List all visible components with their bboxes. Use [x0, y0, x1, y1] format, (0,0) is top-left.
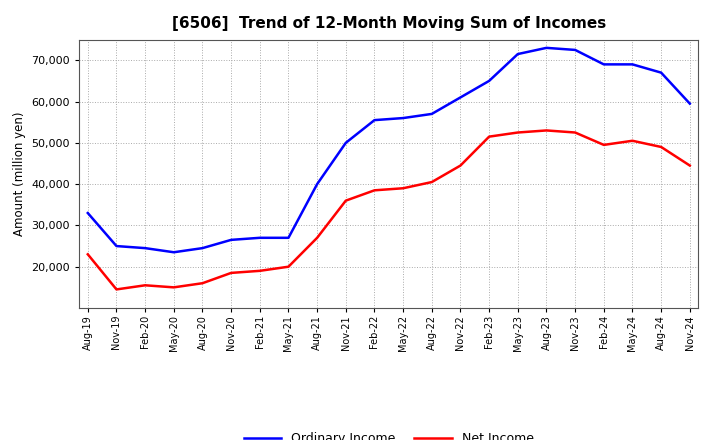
- Ordinary Income: [685, 101, 694, 106]
- Net Income: [685, 163, 694, 168]
- Net Income: [456, 163, 465, 168]
- Ordinary Income: [84, 210, 92, 216]
- Title: [6506]  Trend of 12-Month Moving Sum of Incomes: [6506] Trend of 12-Month Moving Sum of I…: [171, 16, 606, 32]
- Net Income: [513, 130, 522, 135]
- Net Income: [428, 180, 436, 185]
- Net Income: [112, 287, 121, 292]
- Ordinary Income: [542, 45, 551, 51]
- Ordinary Income: [198, 246, 207, 251]
- Legend: Ordinary Income, Net Income: Ordinary Income, Net Income: [239, 427, 539, 440]
- Net Income: [657, 144, 665, 150]
- Net Income: [312, 235, 321, 240]
- Net Income: [284, 264, 293, 269]
- Ordinary Income: [513, 51, 522, 57]
- Ordinary Income: [312, 181, 321, 187]
- Net Income: [84, 252, 92, 257]
- Ordinary Income: [284, 235, 293, 240]
- Ordinary Income: [428, 111, 436, 117]
- Net Income: [198, 281, 207, 286]
- Y-axis label: Amount (million yen): Amount (million yen): [13, 112, 26, 236]
- Net Income: [169, 285, 178, 290]
- Ordinary Income: [571, 47, 580, 52]
- Ordinary Income: [485, 78, 493, 84]
- Net Income: [141, 282, 150, 288]
- Ordinary Income: [657, 70, 665, 75]
- Ordinary Income: [600, 62, 608, 67]
- Line: Net Income: Net Income: [88, 130, 690, 290]
- Ordinary Income: [256, 235, 264, 240]
- Net Income: [485, 134, 493, 139]
- Ordinary Income: [227, 237, 235, 242]
- Net Income: [571, 130, 580, 135]
- Line: Ordinary Income: Ordinary Income: [88, 48, 690, 252]
- Net Income: [628, 138, 636, 143]
- Net Income: [399, 186, 408, 191]
- Net Income: [370, 188, 379, 193]
- Ordinary Income: [456, 95, 465, 100]
- Net Income: [227, 270, 235, 275]
- Net Income: [256, 268, 264, 274]
- Ordinary Income: [628, 62, 636, 67]
- Ordinary Income: [341, 140, 350, 146]
- Net Income: [341, 198, 350, 203]
- Ordinary Income: [370, 117, 379, 123]
- Net Income: [600, 142, 608, 147]
- Ordinary Income: [399, 115, 408, 121]
- Ordinary Income: [169, 249, 178, 255]
- Ordinary Income: [112, 243, 121, 249]
- Ordinary Income: [141, 246, 150, 251]
- Net Income: [542, 128, 551, 133]
